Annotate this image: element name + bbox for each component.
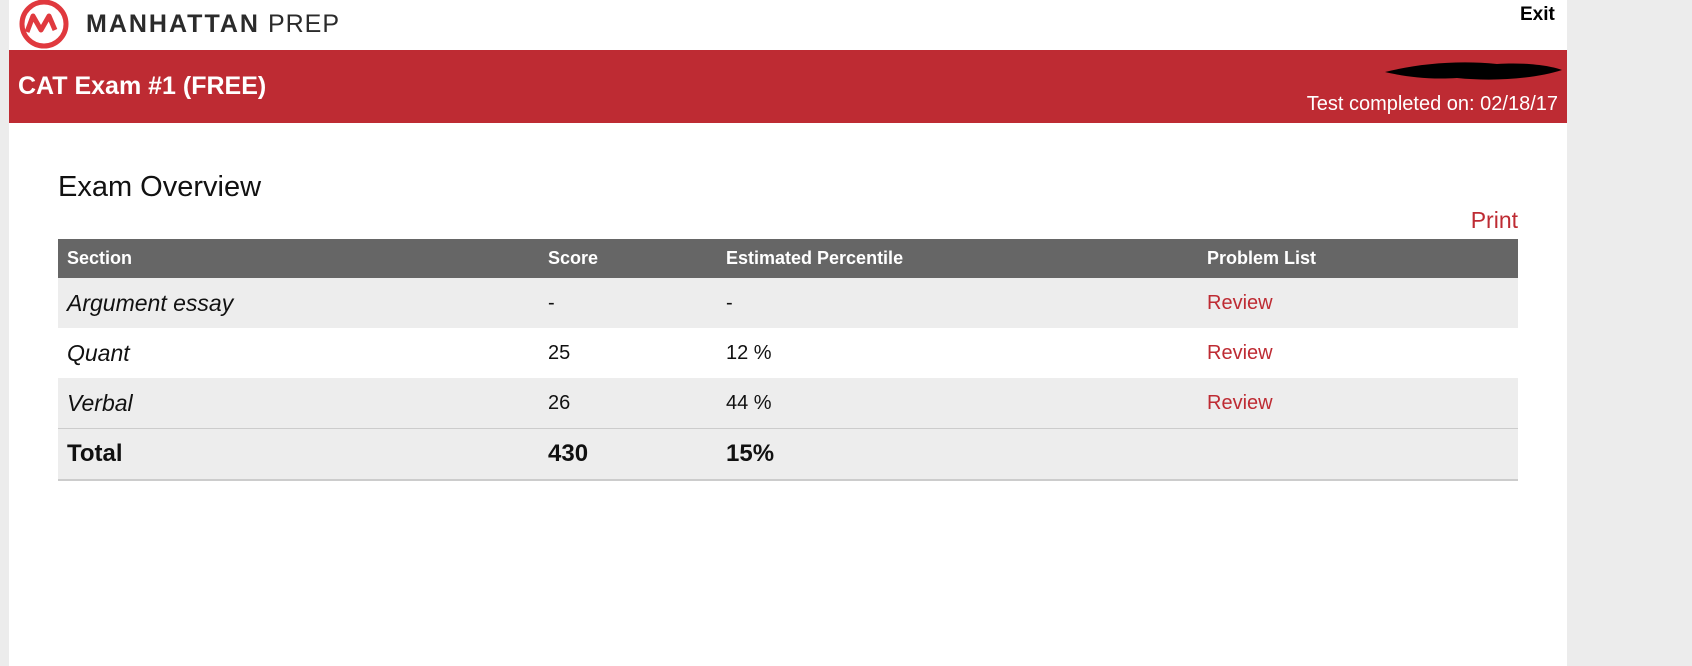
cell: 12 % <box>726 341 772 364</box>
total-cell: Total <box>58 428 539 481</box>
logo-icon <box>19 0 69 49</box>
brand-suffix: PREP <box>267 10 341 38</box>
table-row: Argument essay - - Review <box>58 278 1518 328</box>
score-table: Section Score Estimated Percentile Problem … <box>58 239 1518 481</box>
section-name: Argument essay <box>58 278 539 328</box>
brand: MANHATTAN PREP <box>86 10 340 39</box>
cell: - <box>717 278 1198 328</box>
cell: 44 % <box>717 378 1198 429</box>
empty-cell <box>1198 428 1518 481</box>
table-row: Verbal 26 44 % Review <box>58 378 1518 429</box>
brand-name: MANHATTAN <box>86 10 260 38</box>
exit-link[interactable]: Exit <box>1520 4 1555 25</box>
section-title: Exam Overview <box>58 171 262 203</box>
review-link[interactable]: Review <box>1198 278 1518 328</box>
total-cell: 15% <box>717 428 1198 481</box>
redaction <box>1385 62 1562 80</box>
column-header: Section <box>58 239 539 278</box>
total-cell: 430 <box>539 428 717 481</box>
column-header: Estimated Percentile <box>717 239 1198 278</box>
total-row: Total 430 15% <box>58 428 1518 481</box>
print-link[interactable]: Print <box>1470 207 1518 233</box>
review-link[interactable]: Review <box>1198 378 1518 429</box>
table-row: Quant 25 12 % Review <box>58 328 1518 378</box>
column-header: Score <box>539 239 717 278</box>
section-name: Verbal <box>58 378 539 429</box>
completion-date: Test completed on: 02/18/17 <box>1306 93 1558 115</box>
banner: CAT Exam #1 (FREE) Test completed on: 02… <box>9 50 1567 123</box>
cell: 26 <box>539 378 717 429</box>
column-header: Problem List <box>1198 239 1518 278</box>
section-name: Quant <box>67 339 130 366</box>
cell: - <box>539 278 717 328</box>
review-link[interactable]: Review <box>1207 341 1273 364</box>
exam-title: CAT Exam #1 (FREE) <box>18 72 267 100</box>
header-row: Section Score Estimated Percentile Problem … <box>58 239 1518 278</box>
cell: 25 <box>548 341 571 364</box>
